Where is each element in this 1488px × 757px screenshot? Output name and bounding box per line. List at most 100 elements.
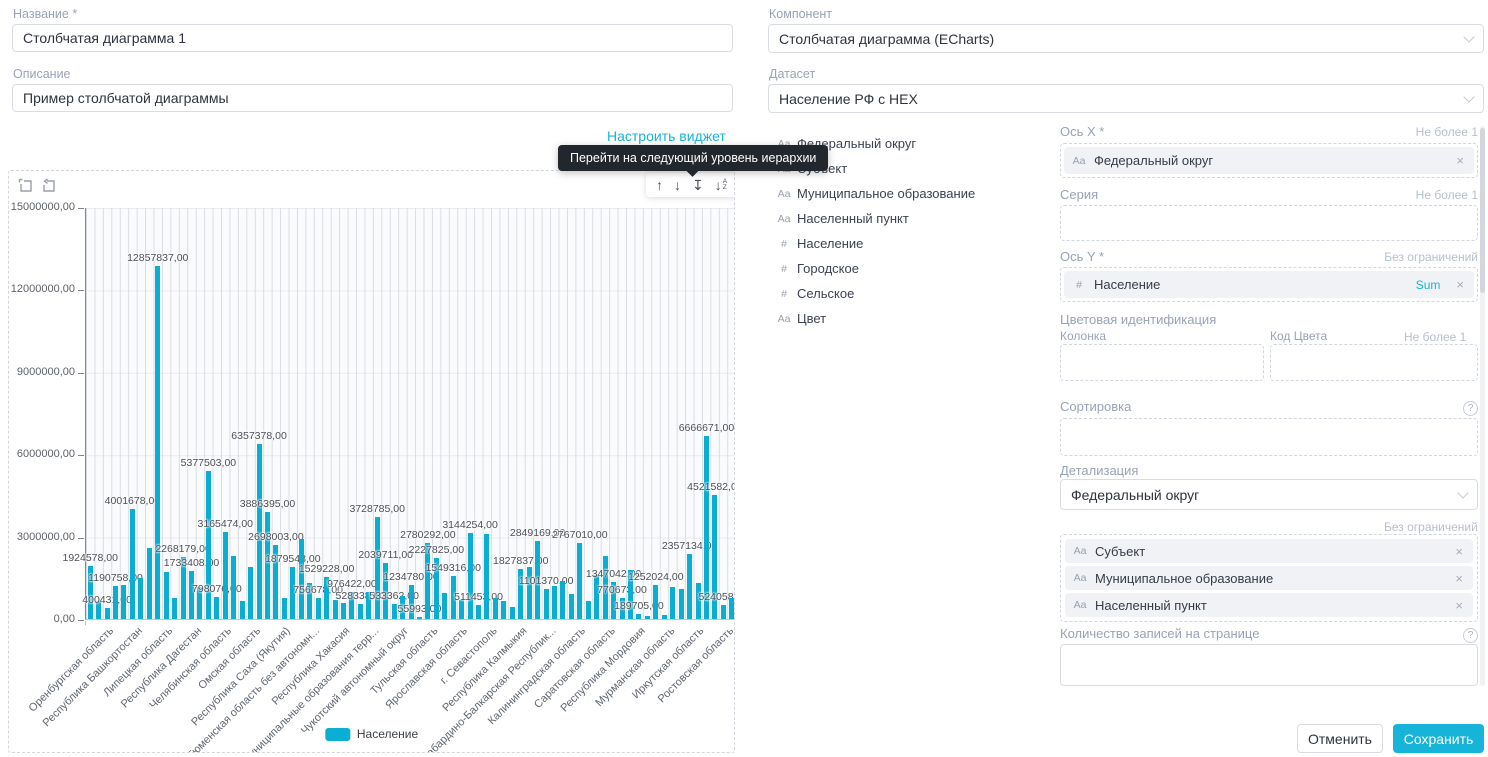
y-axis-field-chip[interactable]: # Население Sum × bbox=[1064, 271, 1474, 298]
component-select[interactable]: Столбчатая диаграмма (ECharts) bbox=[768, 24, 1484, 53]
dataset-field[interactable]: #Население bbox=[775, 231, 1045, 256]
bar[interactable] bbox=[392, 604, 397, 619]
bar-value-label: 2039711,00 bbox=[358, 549, 413, 561]
name-label: Название * bbox=[13, 7, 77, 21]
bar[interactable] bbox=[240, 601, 245, 619]
bar[interactable] bbox=[636, 614, 641, 619]
bar-value-label: 12857837,00 bbox=[127, 252, 188, 264]
remove-icon[interactable]: × bbox=[1455, 544, 1463, 559]
bar[interactable] bbox=[645, 616, 650, 619]
chart-plot: 1924578,00400431,001190758,004001678,001… bbox=[85, 208, 735, 620]
cancel-button[interactable]: Отменить bbox=[1297, 724, 1383, 753]
zoom-reset-icon[interactable] bbox=[41, 178, 57, 199]
bar[interactable] bbox=[231, 556, 236, 619]
bar[interactable] bbox=[172, 598, 177, 619]
level-down-icon[interactable]: ↓ bbox=[674, 178, 681, 192]
bar[interactable] bbox=[721, 605, 726, 619]
bar[interactable] bbox=[155, 266, 160, 619]
bar[interactable] bbox=[138, 578, 143, 619]
bar[interactable] bbox=[341, 603, 346, 619]
dataset-field[interactable]: AaМуниципальное образование bbox=[775, 181, 1045, 206]
bar[interactable] bbox=[442, 593, 447, 619]
next-hierarchy-level-icon[interactable]: ↧ bbox=[692, 178, 704, 192]
bar[interactable] bbox=[214, 597, 219, 619]
bar[interactable] bbox=[560, 581, 565, 619]
bar[interactable] bbox=[662, 615, 667, 619]
remove-icon[interactable]: × bbox=[1455, 598, 1463, 613]
bar[interactable] bbox=[358, 604, 363, 619]
chip-label: Населенный пункт bbox=[1095, 598, 1207, 613]
level-up-icon[interactable]: ↑ bbox=[656, 178, 663, 192]
bar[interactable] bbox=[544, 589, 549, 619]
name-input[interactable] bbox=[12, 24, 733, 52]
bar[interactable] bbox=[164, 572, 169, 619]
x-axis-field-chip[interactable]: Aa Федеральный округ × bbox=[1064, 147, 1474, 174]
bar[interactable] bbox=[189, 571, 194, 619]
bar[interactable] bbox=[121, 585, 126, 619]
bar[interactable] bbox=[476, 605, 481, 619]
bar-value-label: 5377503,00 bbox=[181, 457, 236, 469]
page-size-input[interactable] bbox=[1060, 644, 1478, 686]
y-axis-tick-label: 12000000,00 bbox=[9, 283, 75, 295]
bar[interactable] bbox=[670, 587, 675, 619]
y-axis-tick-label: 0,00 bbox=[9, 613, 75, 625]
scrollbar-thumb[interactable] bbox=[1480, 128, 1485, 293]
remove-icon[interactable]: × bbox=[1456, 277, 1464, 292]
bar[interactable] bbox=[248, 567, 253, 619]
bar[interactable] bbox=[577, 543, 582, 619]
bar[interactable] bbox=[510, 607, 515, 619]
drill-field-chip[interactable]: AaНаселенный пункт× bbox=[1065, 593, 1473, 617]
help-icon[interactable]: ? bbox=[1463, 401, 1478, 416]
bar[interactable] bbox=[569, 594, 574, 619]
dataset-field[interactable]: AaЦвет bbox=[775, 306, 1045, 331]
bar[interactable] bbox=[501, 601, 506, 619]
drill-field-chip[interactable]: AaМуниципальное образование× bbox=[1065, 566, 1473, 590]
remove-icon[interactable]: × bbox=[1455, 571, 1463, 586]
bar[interactable] bbox=[299, 539, 304, 619]
zoom-select-icon[interactable] bbox=[18, 178, 34, 199]
bar[interactable] bbox=[594, 575, 599, 619]
bar[interactable] bbox=[265, 512, 270, 619]
legend-item[interactable]: Население bbox=[325, 727, 418, 741]
bar[interactable] bbox=[105, 608, 110, 619]
remove-icon[interactable]: × bbox=[1456, 153, 1464, 168]
bar[interactable] bbox=[282, 598, 287, 619]
bar[interactable] bbox=[130, 509, 135, 619]
bar[interactable] bbox=[653, 585, 658, 619]
help-icon[interactable]: ? bbox=[1463, 628, 1478, 643]
bar[interactable] bbox=[417, 617, 422, 619]
bar[interactable] bbox=[206, 471, 211, 619]
aggregation-badge[interactable]: Sum bbox=[1416, 278, 1441, 292]
bar[interactable] bbox=[729, 598, 734, 619]
sorting-dropzone[interactable] bbox=[1060, 418, 1478, 456]
color-column-dropzone[interactable] bbox=[1060, 344, 1264, 381]
drill-select[interactable]: Федеральный округ bbox=[1060, 479, 1478, 510]
dataset-select[interactable]: Население РФ с HEX bbox=[768, 84, 1484, 113]
chip-label: Население bbox=[1094, 277, 1160, 292]
bar[interactable] bbox=[223, 532, 228, 619]
bar[interactable] bbox=[586, 601, 591, 619]
dataset-field[interactable]: #Городское bbox=[775, 256, 1045, 281]
bar[interactable] bbox=[468, 533, 473, 619]
y-axis-constraint: Без ограничений bbox=[1384, 250, 1478, 264]
drill-field-chip[interactable]: AaСубъект× bbox=[1065, 539, 1473, 563]
bar-value-label: 2767010,00 bbox=[552, 529, 607, 541]
save-button[interactable]: Сохранить bbox=[1393, 724, 1484, 753]
bar[interactable] bbox=[484, 534, 489, 619]
description-input[interactable] bbox=[12, 84, 733, 112]
sort-icon[interactable]: ↓AZ bbox=[715, 178, 727, 192]
bar[interactable] bbox=[375, 517, 380, 619]
bar[interactable] bbox=[333, 600, 338, 619]
series-dropzone[interactable] bbox=[1060, 205, 1478, 241]
dataset-field[interactable]: #Сельское bbox=[775, 281, 1045, 306]
color-code-dropzone[interactable] bbox=[1270, 344, 1478, 381]
bar[interactable] bbox=[552, 586, 557, 619]
dataset-field[interactable]: AaНаселенный пункт bbox=[775, 206, 1045, 231]
bar[interactable] bbox=[679, 589, 684, 619]
configure-widget-link[interactable]: Настроить виджет bbox=[607, 128, 726, 144]
bar[interactable] bbox=[493, 598, 498, 619]
bar[interactable] bbox=[113, 586, 118, 619]
bar[interactable] bbox=[147, 548, 152, 619]
bar[interactable] bbox=[316, 598, 321, 619]
bar[interactable] bbox=[687, 554, 692, 619]
